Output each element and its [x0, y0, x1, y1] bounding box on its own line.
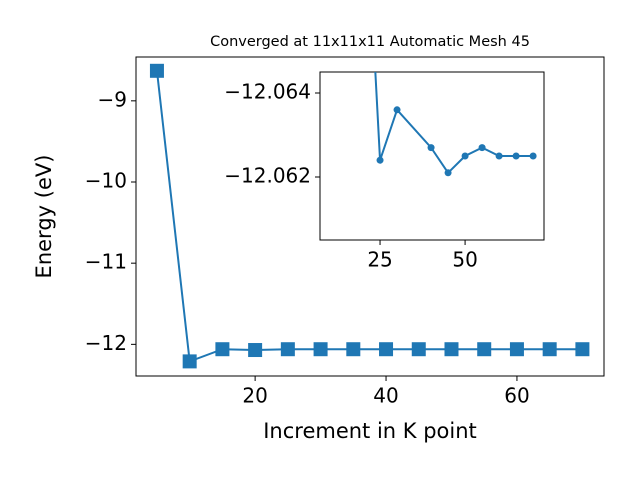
point [376, 156, 384, 164]
point [529, 152, 537, 160]
point [393, 106, 401, 114]
plot-series [374, 72, 537, 177]
y-tick-label: −10 [85, 169, 127, 193]
point [575, 342, 590, 357]
y-tick-label: −12.062 [224, 164, 311, 188]
point [509, 342, 524, 357]
y-tick-label: −11 [85, 250, 127, 274]
point [427, 144, 435, 152]
point [149, 63, 164, 78]
point [512, 152, 520, 160]
point [444, 169, 452, 177]
chart-title: Converged at 11x11x11 Automatic Mesh 45 [210, 34, 530, 50]
x-tick-label: 40 [373, 384, 398, 408]
point [248, 343, 263, 358]
point [411, 342, 426, 357]
series-line [374, 72, 534, 175]
x-tick-label: 20 [242, 384, 267, 408]
point [444, 342, 459, 357]
x-tick-label: 60 [504, 384, 529, 408]
point [215, 342, 230, 357]
x-axis-label: Increment in K point [263, 419, 477, 443]
point [542, 342, 557, 357]
point [313, 342, 328, 357]
y-tick-label: −9 [98, 87, 127, 111]
x-tick-label: 50 [452, 248, 477, 272]
point [280, 342, 295, 357]
y-axis-label: Energy (eV) [32, 155, 56, 279]
point [182, 354, 197, 369]
point [379, 342, 394, 357]
point [477, 342, 492, 357]
y-tick-label: −12 [85, 331, 127, 355]
y-tick-label: −12.064 [224, 80, 311, 104]
x-tick-label: 25 [367, 248, 392, 272]
plot-series [149, 63, 590, 369]
point [461, 152, 469, 160]
point [346, 342, 361, 357]
point [495, 152, 503, 160]
point [478, 144, 486, 152]
